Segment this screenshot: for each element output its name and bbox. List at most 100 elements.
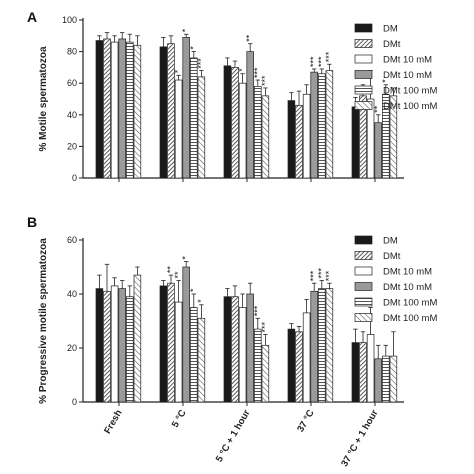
bar	[325, 288, 334, 403]
legend-swatch	[354, 251, 373, 260]
bar	[118, 38, 126, 179]
legend-label: DMt	[383, 251, 401, 262]
y-tick-label: 0	[72, 173, 77, 183]
significance-marker: ***	[316, 267, 326, 278]
significance-marker: **	[166, 266, 176, 274]
legend-swatch	[354, 70, 373, 79]
bar	[302, 93, 311, 179]
y-tick-label: 40	[67, 289, 77, 299]
y-tick-label: 60	[67, 78, 77, 88]
bar	[287, 328, 296, 403]
bar	[133, 274, 142, 403]
legend-swatch	[354, 54, 373, 64]
y-tick-label: 0	[72, 397, 77, 407]
panel-a-chart: A% Motile spermatozoa020406080100*******…	[27, 9, 437, 183]
y-tick-label: 80	[67, 47, 77, 57]
bar	[351, 342, 360, 403]
bar	[223, 296, 232, 403]
significance-marker: ***	[324, 51, 334, 62]
y-axis-label: % Motile spermatozoa	[38, 46, 49, 151]
legend-label: DMt 100 mM	[383, 86, 437, 97]
bar	[261, 344, 270, 403]
significance-marker: ***	[309, 56, 319, 67]
bar	[261, 95, 270, 179]
bar	[382, 355, 390, 403]
x-category-label: 37 °C	[295, 408, 317, 434]
significance-marker: **	[173, 271, 183, 279]
bar	[238, 307, 247, 403]
panel-label: A	[27, 9, 37, 25]
x-category-label: 37 °C + 1 hour	[339, 408, 381, 469]
bar	[133, 44, 142, 179]
significance-marker: *	[237, 68, 247, 72]
legend-swatch	[354, 101, 373, 110]
legend-swatch	[354, 266, 373, 276]
bar	[231, 67, 239, 179]
significance-marker: *	[181, 256, 191, 260]
legend-swatch	[354, 313, 373, 322]
bar	[302, 312, 311, 403]
legend-label: DMt 100 mM	[383, 313, 437, 324]
significance-marker: **	[373, 105, 383, 113]
bar	[174, 301, 183, 403]
bar	[190, 307, 198, 403]
x-category-label: Fresh	[102, 408, 125, 436]
bar	[389, 355, 398, 403]
bar	[325, 70, 334, 179]
bar	[167, 282, 175, 403]
significance-marker: **	[245, 34, 255, 42]
bar	[159, 46, 168, 179]
bar	[197, 76, 206, 179]
significance-marker: ***	[324, 270, 334, 281]
y-tick-label: 60	[67, 235, 77, 245]
x-category-label: 5 °C + 1 hour	[214, 408, 253, 464]
bar	[374, 122, 382, 179]
bar	[182, 37, 190, 179]
significance-marker: *	[196, 299, 206, 303]
bar	[95, 288, 104, 403]
x-category-label: 5 °C	[170, 408, 189, 430]
legend-label: DMt 100 mM	[383, 101, 437, 112]
bar	[118, 288, 126, 403]
legend-label: DMt 10 mM	[383, 267, 432, 278]
legend-swatch	[354, 282, 373, 291]
bar	[110, 285, 119, 403]
y-axis-label: % Progressive motile spermatozoa	[38, 238, 49, 404]
bar	[359, 342, 367, 403]
y-tick-label: 100	[62, 15, 77, 25]
significance-marker: ***	[316, 56, 326, 67]
significance-marker: ***	[309, 270, 319, 281]
legend-label: DMt	[383, 39, 401, 50]
legend-label: DMt 10 mM	[383, 70, 432, 81]
significance-marker: ***	[196, 58, 206, 69]
bar	[167, 43, 175, 179]
significance-marker: *	[188, 46, 198, 50]
bar	[231, 296, 239, 403]
legend-swatch	[354, 235, 373, 245]
significance-marker: *	[181, 28, 191, 32]
bar	[351, 106, 360, 179]
bar	[197, 317, 206, 403]
bar	[190, 57, 198, 179]
legend-label: DMt 100 mM	[383, 298, 437, 309]
significance-marker: *	[188, 288, 198, 292]
legend-label: DM	[383, 24, 398, 35]
legend-label: DM	[383, 236, 398, 247]
bar	[238, 82, 247, 179]
y-tick-label: 40	[67, 110, 77, 120]
bar	[318, 288, 326, 403]
legend-label: DMt 10 mM	[383, 55, 432, 66]
legend-swatch	[354, 85, 373, 95]
significance-marker: ***	[260, 75, 270, 86]
significance-marker: ***	[260, 321, 270, 332]
bar	[223, 65, 232, 179]
legend-swatch	[354, 39, 373, 48]
legend-label: DMt 10 mM	[383, 282, 432, 293]
bar	[126, 296, 134, 403]
bar	[110, 41, 119, 179]
y-tick-label: 20	[67, 343, 77, 353]
bar	[182, 266, 190, 403]
bar	[310, 71, 318, 179]
bar	[295, 331, 303, 403]
